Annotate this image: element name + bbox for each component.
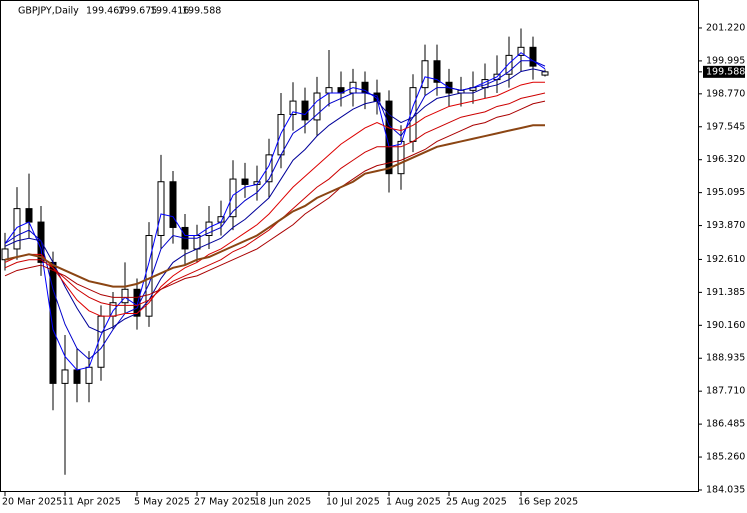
header-value: 199.416	[150, 6, 189, 17]
y-tick-label: 201.220	[706, 22, 745, 33]
candle-body	[325, 87, 333, 94]
ma-line	[4, 68, 546, 333]
ma-line	[4, 60, 546, 360]
x-tick-label: 20 Mar 2025	[2, 497, 62, 508]
y-tick-label: 184.035	[706, 484, 745, 495]
y-tick-label: 191.385	[706, 287, 745, 298]
candle-body	[529, 46, 537, 67]
y-tick-label: 193.870	[706, 220, 745, 231]
y-tick-label: 188.935	[706, 353, 745, 364]
candle-body	[85, 366, 93, 384]
y-tick-label: 195.095	[706, 187, 745, 198]
y-tick-label: 196.320	[706, 154, 745, 165]
candle-body	[433, 60, 441, 83]
candle-body	[121, 288, 129, 304]
symbol-title: GBPJPY,Daily	[18, 6, 79, 17]
y-tick-label: 197.545	[706, 121, 745, 132]
header: GBPJPY,Daily	[18, 6, 79, 17]
plot-frame	[0, 0, 699, 492]
candle-body	[169, 181, 177, 228]
candle-body	[505, 54, 513, 75]
x-tick-label: 11 Apr 2025	[62, 497, 121, 508]
candle-body	[541, 71, 549, 76]
header-value: 199.675	[118, 6, 157, 17]
header-value: 199.467	[86, 6, 125, 17]
candle-body	[61, 369, 69, 384]
header-value: 199.588	[182, 6, 221, 17]
candle-body	[517, 46, 525, 56]
last-price-label: 199.588	[706, 66, 745, 77]
ma-line	[4, 100, 546, 298]
last-price-box	[703, 65, 745, 78]
candle-body	[25, 208, 33, 223]
x-tick-label: 27 May 2025	[194, 497, 256, 508]
candle-body	[397, 140, 405, 175]
candle-body	[301, 100, 309, 121]
x-tick-label: 25 Aug 2025	[446, 497, 507, 508]
y-tick-label: 186.485	[706, 419, 745, 430]
candle-body	[205, 221, 213, 237]
candle-body	[421, 60, 429, 89]
x-tick-label: 10 Jul 2025	[326, 497, 380, 508]
x-tick-label: 18 Jun 2025	[254, 497, 311, 508]
candle-body	[1, 248, 9, 261]
y-tick-label: 199.995	[706, 55, 745, 66]
candle-body	[265, 154, 273, 183]
ma-line	[4, 81, 545, 317]
candle-body	[313, 92, 321, 121]
candle-body	[241, 178, 249, 185]
ma-line	[4, 92, 546, 306]
candle-body	[157, 181, 165, 237]
y-tick-label: 187.710	[706, 386, 745, 397]
candle-body	[13, 208, 21, 250]
candle-body	[73, 369, 81, 384]
y-tick-label: 192.610	[706, 254, 745, 265]
x-tick-label: 16 Sep 2025	[518, 497, 578, 508]
candle-body	[385, 100, 393, 175]
candle-body	[289, 100, 297, 116]
y-tick-label: 198.770	[706, 88, 745, 99]
x-tick-label: 1 Aug 2025	[386, 497, 441, 508]
candle-body	[229, 178, 237, 218]
x-tick-label: 5 May 2025	[134, 497, 190, 508]
y-tick-label: 190.160	[706, 320, 745, 331]
y-tick-label: 185.260	[706, 452, 745, 463]
ma-line	[4, 124, 545, 288]
